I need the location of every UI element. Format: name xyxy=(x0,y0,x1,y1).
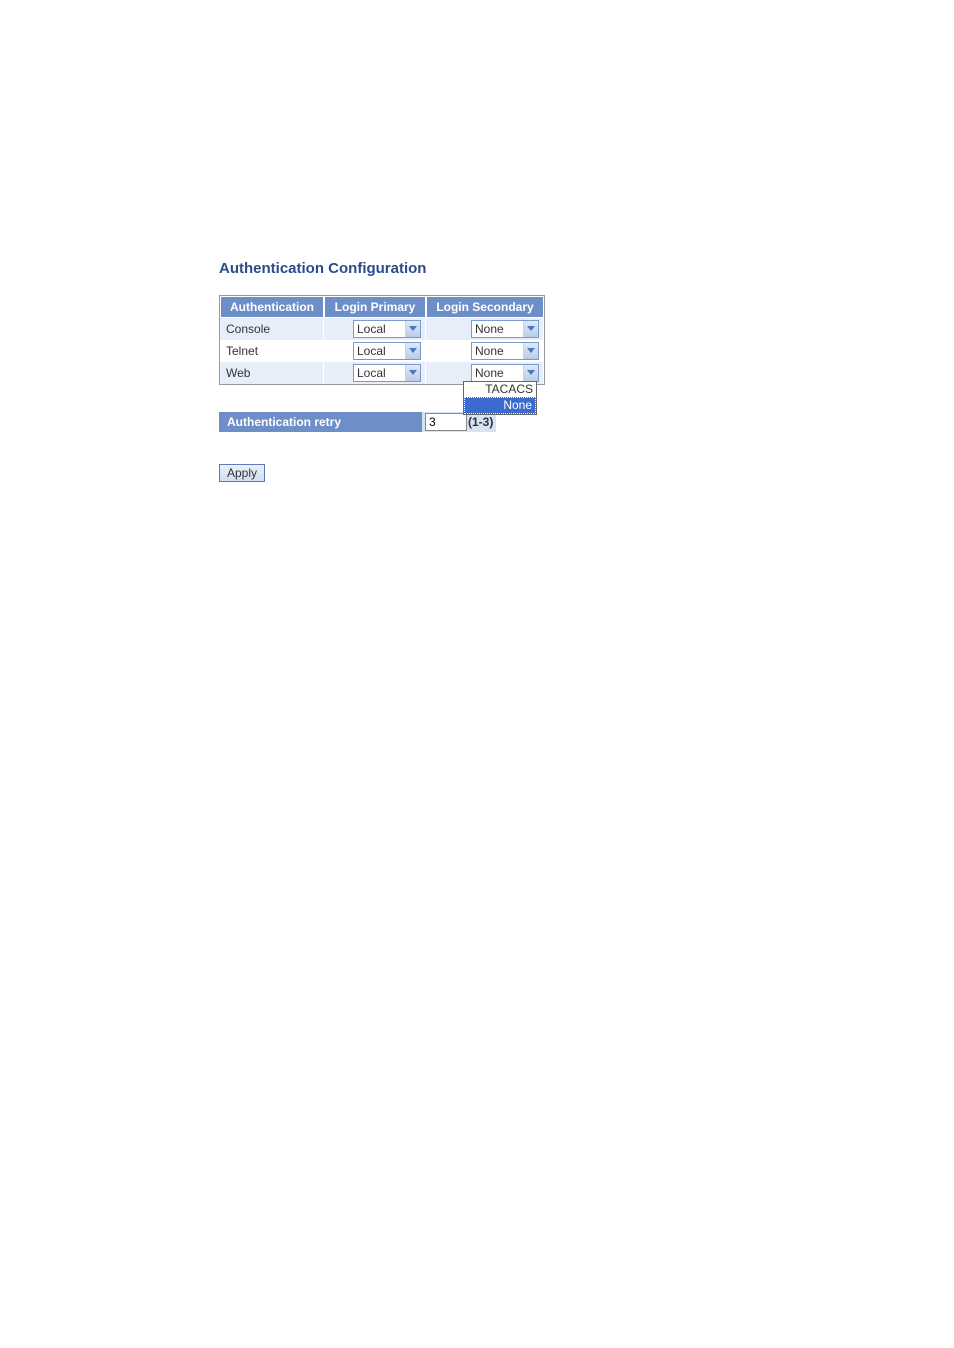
primary-select-telnet[interactable]: Local xyxy=(353,342,421,360)
select-value: Local xyxy=(354,343,405,359)
row-label: Console xyxy=(220,318,324,340)
chevron-down-icon xyxy=(523,343,538,359)
chevron-down-icon xyxy=(405,343,420,359)
select-value: None xyxy=(472,321,523,337)
chevron-down-icon xyxy=(405,365,420,381)
select-option-tacacs[interactable]: TACACS xyxy=(464,382,536,397)
col-header-primary: Login Primary xyxy=(324,296,426,318)
table-row: Telnet Local None xyxy=(220,340,544,362)
table-row: Console Local None xyxy=(220,318,544,340)
secondary-select-telnet[interactable]: None xyxy=(471,342,539,360)
select-option-none[interactable]: None xyxy=(464,397,536,414)
row-label: Web xyxy=(220,362,324,384)
col-header-auth: Authentication xyxy=(220,296,324,318)
auth-retry-hint: (1-3) xyxy=(468,415,493,429)
auth-config-table: Authentication Login Primary Login Secon… xyxy=(219,295,545,385)
chevron-down-icon xyxy=(523,365,538,381)
table-row: Web Local None xyxy=(220,362,544,384)
select-value: Local xyxy=(354,365,405,381)
secondary-select-web[interactable]: None xyxy=(471,364,539,382)
row-label: Telnet xyxy=(220,340,324,362)
secondary-select-console[interactable]: None xyxy=(471,320,539,338)
auth-retry-input[interactable] xyxy=(425,413,467,431)
apply-button[interactable]: Apply xyxy=(219,464,265,482)
select-value: Local xyxy=(354,321,405,337)
secondary-select-web-options[interactable]: TACACS None xyxy=(463,381,537,415)
select-value: None xyxy=(472,365,523,381)
primary-select-console[interactable]: Local xyxy=(353,320,421,338)
page-title: Authentication Configuration xyxy=(219,260,954,277)
auth-retry-row: Authentication retry (1-3) xyxy=(219,412,954,432)
chevron-down-icon xyxy=(523,321,538,337)
col-header-secondary: Login Secondary xyxy=(426,296,544,318)
chevron-down-icon xyxy=(405,321,420,337)
auth-retry-label: Authentication retry xyxy=(219,412,422,432)
select-value: None xyxy=(472,343,523,359)
primary-select-web[interactable]: Local xyxy=(353,364,421,382)
